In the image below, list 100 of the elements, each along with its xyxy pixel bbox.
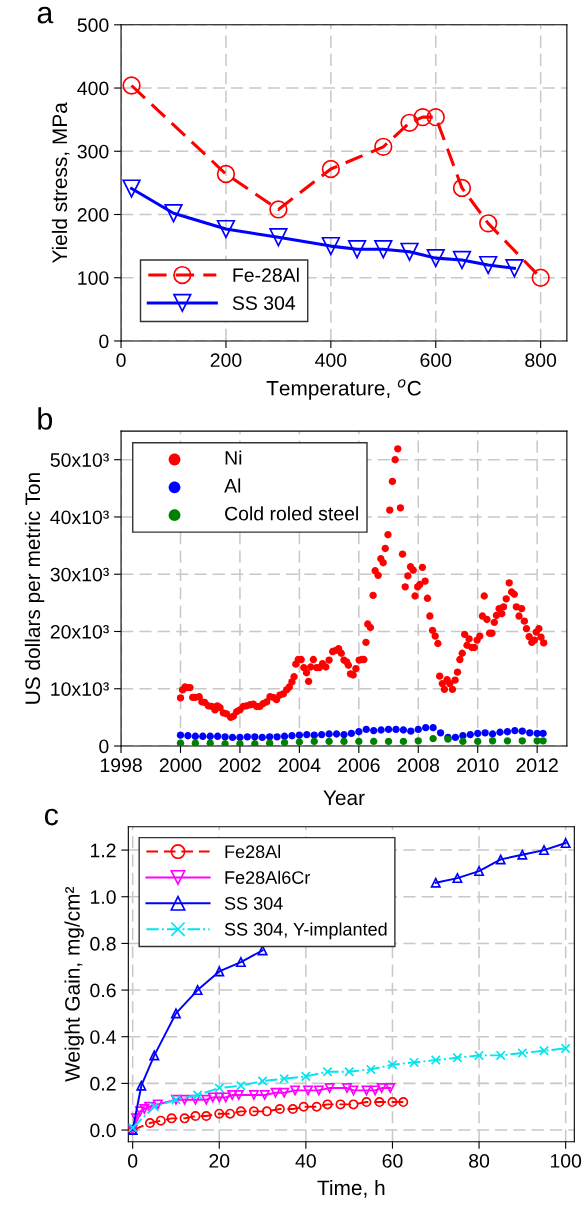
point [459,737,467,746]
y-tick-label: 0.2 [90,1076,116,1091]
point [361,1097,372,1108]
point [344,1066,355,1077]
point [539,1045,550,1056]
point [191,732,200,740]
point [310,737,318,746]
point [374,240,393,259]
y-axis-title: US dollars per metric Ton [24,473,45,704]
point [452,1052,463,1063]
x-tick-label: 2000 [159,758,202,773]
x-tick-label: 1998 [100,758,142,773]
point [370,726,378,735]
point [214,1092,225,1103]
legend-label: SS 304, Y-implanted [224,922,387,940]
y-tick-label: 0.8 [90,936,116,951]
point [192,985,203,996]
point [155,1115,166,1126]
point [236,740,244,747]
point [539,737,547,745]
point [207,1092,218,1103]
point [479,255,498,275]
point [414,725,422,734]
point [517,1048,528,1059]
point [399,737,408,746]
x-axis-title: Year [323,790,365,806]
point [474,1050,485,1061]
point [313,1085,324,1096]
point [488,730,497,738]
point [429,734,437,743]
point [136,1080,147,1091]
point [531,268,550,287]
legend-label: Fe28Al [225,844,281,859]
point [452,178,472,198]
point [414,737,422,745]
point [539,845,550,856]
point [176,731,185,739]
x-tick-label: 2010 [457,758,499,773]
y-tick-label: 300 [77,144,109,159]
x-tick-label: 400 [315,353,347,368]
point [235,1106,246,1117]
point [144,1101,155,1112]
point [280,738,289,747]
point [170,1008,181,1019]
chart-title: b [38,407,53,430]
point [374,137,393,157]
point [340,730,348,739]
point [430,1055,441,1066]
point [429,724,437,732]
point [248,1106,259,1117]
point [479,214,498,233]
point [526,729,534,737]
point [248,1090,259,1101]
point [474,737,482,746]
point [221,733,229,741]
chart-title: c [44,808,59,826]
point [436,729,445,737]
x-tick-label: 2002 [219,758,261,773]
y-tick-label: 0.6 [90,983,116,998]
point [451,733,460,742]
point [199,732,207,740]
point [179,1094,190,1105]
point [560,1043,571,1054]
point [318,730,326,739]
point [325,737,333,746]
point [374,1097,385,1108]
point [303,730,311,739]
point [265,739,274,747]
point [206,732,214,740]
point [122,179,141,198]
point [517,849,528,860]
point [340,737,348,746]
point [430,877,441,888]
y-tick-label: 0.0 [90,1123,116,1138]
point [213,732,222,740]
chart-title: a [37,6,54,24]
point [452,873,463,884]
point [269,228,288,247]
point [365,1064,376,1075]
point [164,204,183,223]
point [387,1059,398,1070]
point [257,1076,268,1087]
point [370,737,378,746]
point [225,1108,236,1119]
point [190,1094,201,1105]
x-tick-label: 40 [295,1154,316,1168]
point [511,726,519,735]
point [384,737,393,746]
point [269,200,288,219]
point [270,1087,281,1098]
point [192,1090,203,1101]
point [503,737,512,745]
point [235,957,246,968]
point [495,854,506,865]
point [298,1101,309,1112]
point [214,1108,225,1119]
point [191,739,200,747]
point [176,739,185,747]
point [398,1097,409,1108]
legend-label: SS 304 [224,897,283,910]
